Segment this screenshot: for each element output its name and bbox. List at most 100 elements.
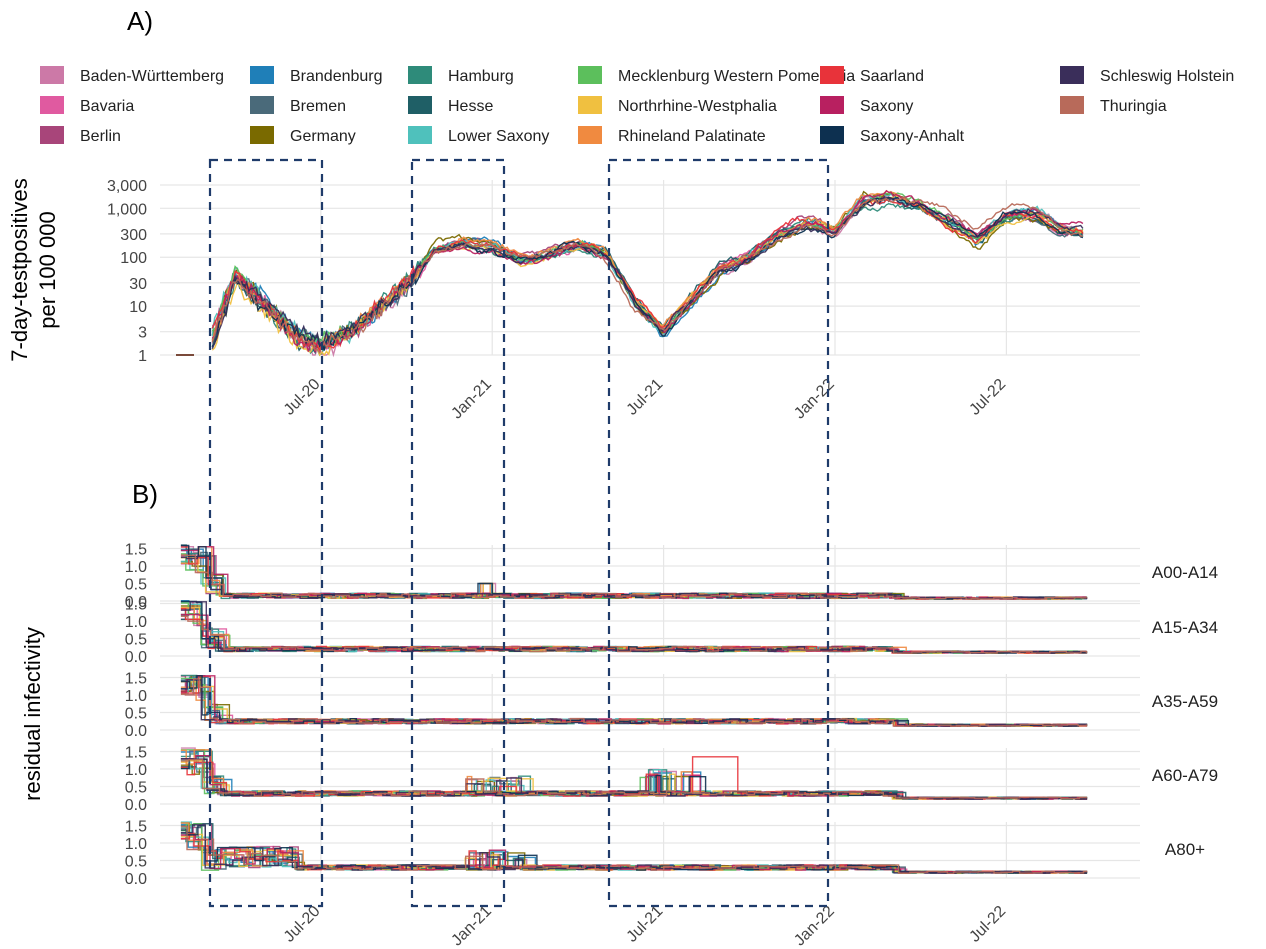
legend-label: Rhineland Palatinate <box>618 128 766 145</box>
series-line <box>180 553 1088 600</box>
facet: 0.00.51.01.5 A35-A59 <box>125 671 1218 741</box>
panel-a-series <box>176 189 1084 358</box>
y-tick-label: 30 <box>129 276 147 293</box>
y-tick-label: 1 <box>138 348 147 365</box>
legend-item: Rhineland Palatinate <box>578 126 766 145</box>
facet-label: A80+ <box>1165 840 1205 859</box>
y-tick-label: 0.0 <box>125 797 147 814</box>
legend-item: Bremen <box>250 96 346 115</box>
facet: 0.00.51.01.5 A60-A79 <box>125 745 1218 815</box>
y-tick-label: 1.5 <box>125 671 147 688</box>
panel-a-ylabel-line1: 7-day-testpositives <box>7 178 32 361</box>
y-tick-label: 1.5 <box>125 597 147 614</box>
legend-label: Schleswig Holstein <box>1100 68 1234 85</box>
series-line <box>211 195 1084 350</box>
legend-swatch <box>578 66 602 84</box>
legend-item: Saxony <box>820 96 913 115</box>
series-line <box>180 601 1088 654</box>
y-tick-label: 1.0 <box>125 614 147 631</box>
series-line <box>180 825 1088 874</box>
y-tick-label: 1.5 <box>125 745 147 762</box>
legend-label: Bremen <box>290 98 346 115</box>
x-tick-label: Jan-21 <box>448 376 495 423</box>
legend-swatch <box>578 96 602 114</box>
y-tick-label: 1.0 <box>125 836 147 853</box>
legend-item: Saxony-Anhalt <box>820 126 965 145</box>
legend-label: Brandenburg <box>290 68 383 85</box>
y-tick-label: 3,000 <box>107 178 147 195</box>
y-tick-label: 300 <box>120 227 147 244</box>
legend-swatch <box>250 66 274 84</box>
legend-label: Hamburg <box>448 68 514 85</box>
series-line <box>180 544 1088 600</box>
panel-a-ylabel-line2: per 100 000 <box>35 211 60 328</box>
legend: Baden-Württemberg Bavaria Berlin Brandenbur… <box>40 66 1234 145</box>
legend-swatch <box>40 66 64 84</box>
x-tick-label: Jan-22 <box>791 376 838 423</box>
x-tick-label: Jan-22 <box>791 903 838 949</box>
legend-swatch <box>820 66 844 84</box>
legend-label: Hesse <box>448 98 493 115</box>
y-tick-label: 1.0 <box>125 688 147 705</box>
series-line <box>180 546 1088 600</box>
legend-label: Lower Saxony <box>448 128 549 145</box>
series-line <box>180 601 1087 654</box>
series-line <box>180 554 1088 600</box>
x-tick-label: Jul-20 <box>281 376 324 419</box>
highlight-window <box>607 158 830 908</box>
legend-swatch <box>1060 66 1084 84</box>
highlight-windows <box>208 158 830 908</box>
y-tick-label: 1.0 <box>125 762 147 779</box>
y-tick-label: 1.5 <box>125 542 147 559</box>
series-line <box>180 600 1088 654</box>
x-tick-label: Jul-21 <box>624 903 667 946</box>
series-line <box>180 615 1088 654</box>
series-line <box>180 758 1088 800</box>
legend-item: Hamburg <box>408 66 514 85</box>
panel-b-facets: 0.00.51.01.5A00-A140.00.51.01.5A15-A340.… <box>125 542 1218 889</box>
legend-swatch <box>408 66 432 84</box>
x-tick-label: Jul-22 <box>966 903 1009 946</box>
highlight-window <box>208 158 324 908</box>
legend-swatch <box>250 126 274 144</box>
legend-item: Bavaria <box>40 96 134 115</box>
legend-label: Thuringia <box>1100 98 1167 115</box>
y-tick-label: 0.0 <box>125 594 147 611</box>
series-line <box>180 544 1088 600</box>
legend-item: Hesse <box>408 96 493 115</box>
legend-swatch <box>1060 96 1084 114</box>
legend-swatch <box>40 96 64 114</box>
panel-b-label: B) <box>132 479 158 509</box>
legend-label: Germany <box>290 128 356 145</box>
y-tick-label: 0.5 <box>125 854 147 871</box>
legend-item: Saarland <box>820 66 924 85</box>
legend-swatch <box>40 126 64 144</box>
series-line <box>180 678 1088 727</box>
series-line <box>180 546 1088 600</box>
series-line <box>211 196 1083 355</box>
legend-item: Brandenburg <box>250 66 383 85</box>
series-line <box>180 553 1088 600</box>
series-line <box>180 555 1088 600</box>
series-line <box>180 602 1088 654</box>
x-tick-label: Jan-21 <box>448 903 495 949</box>
x-tick-label: Jul-22 <box>966 376 1009 419</box>
legend-swatch <box>820 96 844 114</box>
series-line <box>180 549 1088 600</box>
y-tick-label: 0.5 <box>125 577 147 594</box>
legend-item: Baden-Württemberg <box>40 66 224 85</box>
legend-swatch <box>820 126 844 144</box>
y-tick-label: 0.0 <box>125 649 147 666</box>
series-line <box>180 601 1088 654</box>
legend-item: Schleswig Holstein <box>1060 66 1234 85</box>
x-tick-label: Jul-20 <box>281 903 324 946</box>
panel-a-x-ticks: Jul-20 Jan-21 Jul-21 Jan-22 Jul-22 <box>281 376 1009 423</box>
series-line <box>180 601 1088 654</box>
y-tick-label: 10 <box>129 299 147 316</box>
legend-label: Saxony <box>860 98 913 115</box>
legend-item: Lower Saxony <box>408 126 549 145</box>
x-tick-label: Jul-21 <box>624 376 667 419</box>
